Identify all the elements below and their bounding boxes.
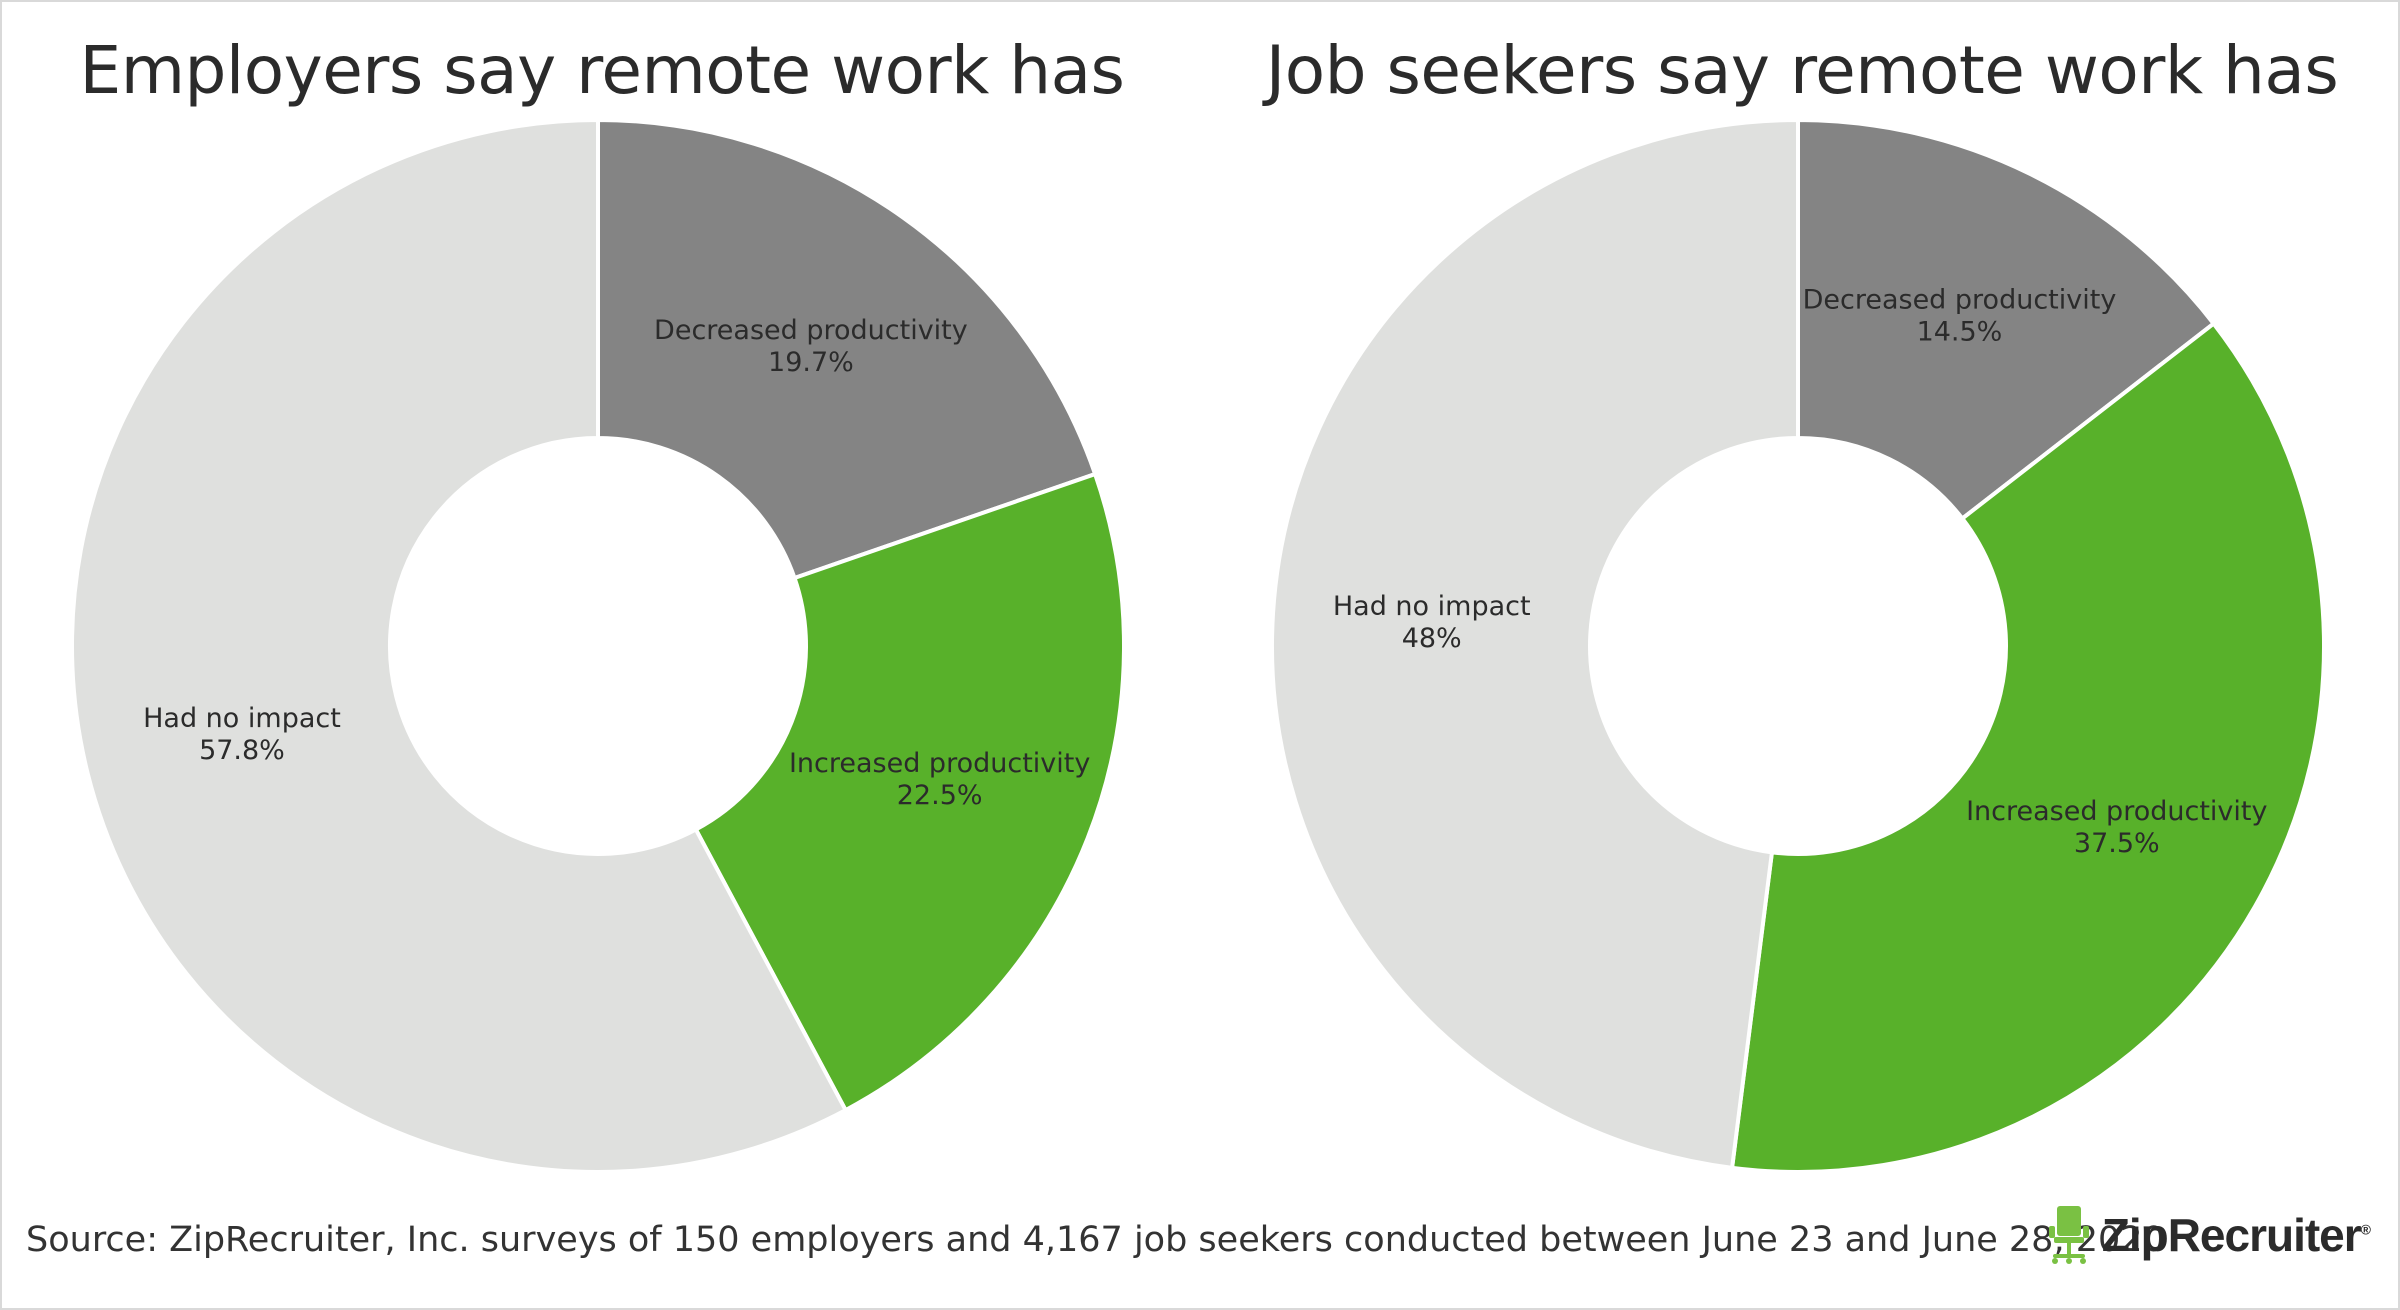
jobseekers-chart-title: Job seekers say remote work has [1265, 32, 2339, 109]
slice-label: Increased productivity [1966, 796, 2267, 827]
donut-slice-decreased-productivity [1796, 117, 2217, 522]
brand-name: ZipRecruiter® [2101, 1208, 2371, 1262]
brand-name-text: ZipRecruiter [2101, 1209, 2362, 1261]
donut-slice-increased-productivity [693, 471, 1126, 1113]
slice-value-label: 14.5% [1917, 316, 2003, 347]
slice-value-label: 19.7% [768, 347, 854, 378]
ziprecruiter-logo: ZipRecruiter® [2046, 1200, 2371, 1270]
donut-slice-had-no-impact [1270, 117, 1800, 1171]
slice-value-label: 37.5% [2074, 828, 2160, 859]
slice-label: Decreased productivity [654, 315, 968, 346]
source-note: Source: ZipRecruiter, Inc. surveys of 15… [26, 1220, 2165, 1260]
donut-slice-decreased-productivity [596, 117, 1098, 581]
slice-label: Decreased productivity [1803, 284, 2117, 315]
slice-value-label: 48% [1402, 623, 1462, 654]
slice-value-label: 57.8% [199, 735, 285, 766]
slice-label: Increased productivity [789, 748, 1090, 779]
donut-slice-had-no-impact [70, 117, 849, 1174]
employers-chart-panel: Employers say remote work has Decreased … [2, 2, 1202, 1182]
slice-value-label: 22.5% [897, 780, 983, 811]
jobseekers-chart-panel: Job seekers say remote work has Decrease… [1202, 2, 2400, 1182]
slice-label: Had no impact [143, 703, 341, 734]
employers-chart-title: Employers say remote work has [79, 32, 1125, 109]
slice-label: Had no impact [1333, 591, 1531, 622]
donut-slice-increased-productivity [1729, 320, 2326, 1174]
registered-mark: ® [2360, 1221, 2371, 1238]
chair-icon [2048, 1206, 2089, 1264]
